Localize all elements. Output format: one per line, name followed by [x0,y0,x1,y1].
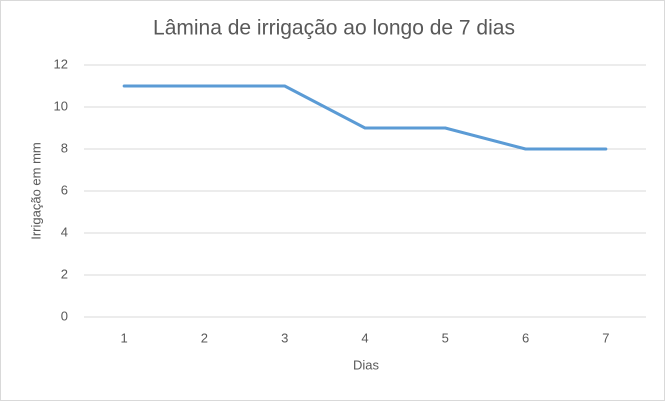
y-tick-label: 12 [54,56,68,71]
x-tick-label: 3 [281,330,288,345]
x-tick-label: 7 [602,330,609,345]
x-tick-label: 5 [442,330,449,345]
x-tick-label: 6 [522,330,529,345]
y-tick-label: 6 [61,182,68,197]
y-tick-label: 8 [61,140,68,155]
y-axis-title: Irrigação em mm [28,142,43,240]
y-tick-label: 0 [61,308,68,323]
y-tick-label: 10 [54,98,68,113]
y-tick-label: 4 [61,224,68,239]
chart-title: Lâmina de irrigação ao longo de 7 dias [153,17,515,40]
y-tick-label: 2 [61,266,68,281]
x-tick-label: 1 [121,330,128,345]
x-tick-label: 2 [201,330,208,345]
data-line [122,84,608,151]
x-axis-title: Dias [353,357,380,372]
x-tick-label: 4 [361,330,368,345]
